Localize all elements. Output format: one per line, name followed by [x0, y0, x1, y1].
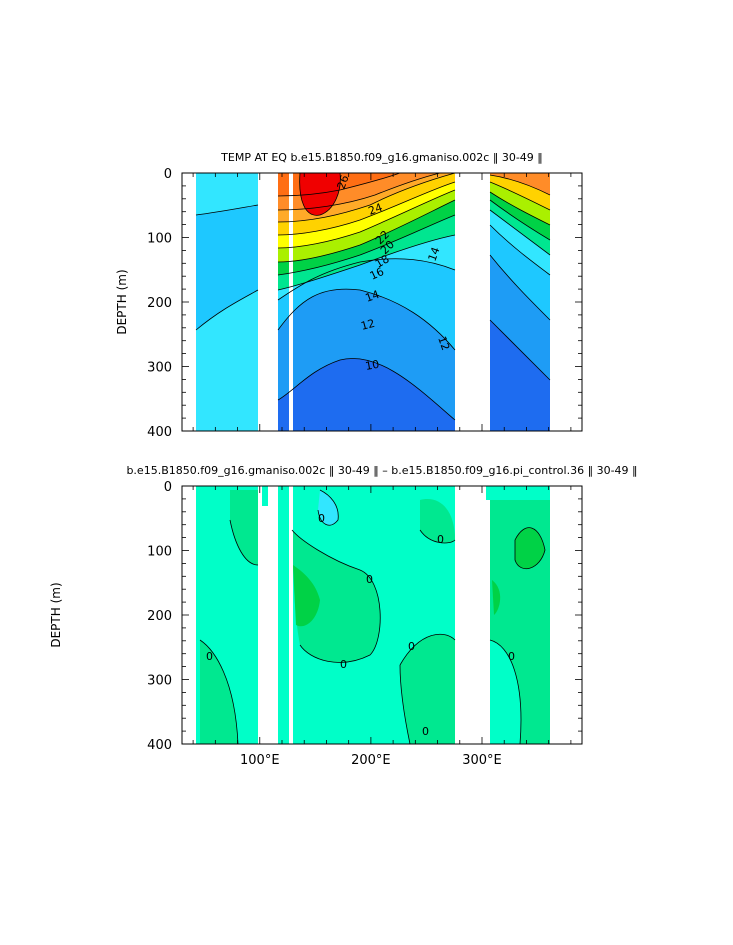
bottom-region-6d: [492, 580, 501, 615]
bottom-title: b.e15.B1850.f09_g16.gmaniso.002c ‖ 30-49…: [126, 464, 637, 477]
ytick-label-100: 100: [147, 232, 172, 247]
top-axis-ticks: [182, 172, 582, 432]
bottom-region-3: [292, 530, 381, 663]
ytick-label-0: 0: [164, 167, 172, 182]
bottom-region-2: [230, 490, 258, 565]
diff-contour-label-2: 0: [318, 512, 325, 525]
ytick-label-400: 400: [147, 738, 172, 753]
bottom-panel: b.e15.B1850.f09_g16.gmaniso.002c ‖ 30-49…: [49, 464, 638, 768]
bottom-field: 0 0 0 0 0 0 0 0: [182, 486, 582, 744]
top-land-mask-2: [289, 173, 293, 431]
ytick-label-0: 0: [164, 480, 172, 495]
xtick-label-200: 200°E: [351, 753, 391, 768]
xtick-label-300: 300°E: [462, 753, 502, 768]
top-land-mask-4: [550, 173, 582, 431]
contour-label-24: 24: [367, 201, 385, 218]
top-field: 26 24 22 20 18 16 14 14 12 12 10: [182, 173, 582, 431]
ytick-label-200: 200: [147, 609, 172, 624]
top-title: TEMP AT EQ b.e15.B1850.f09_g16.gmaniso.0…: [220, 151, 543, 164]
bottom-region-3b: [293, 565, 320, 627]
diff-contour-label-5: 0: [408, 640, 415, 653]
bottom-land-mask-1: [258, 486, 278, 744]
bottom-land-mask-2: [289, 486, 293, 744]
contour-label-12a: 12: [359, 317, 376, 333]
top-band-left-3: [196, 173, 258, 215]
contour-label-10: 10: [364, 358, 380, 373]
ytick-label-100: 100: [147, 545, 172, 560]
contour-label-14a: 14: [426, 245, 443, 263]
bottom-region-6b: [515, 527, 545, 569]
bottom-axis-ticks: [182, 485, 582, 745]
bottom-region-4: [420, 499, 455, 543]
top-land-mask-1: [258, 173, 278, 431]
ytick-label-200: 200: [147, 296, 172, 311]
top-ytick-labels: 0 100 200 300 400: [147, 167, 172, 440]
diff-contour-label-4: 0: [340, 658, 347, 671]
bottom-ytick-labels: 0 100 200 300 400: [147, 480, 172, 753]
bottom-land-top-1: [262, 486, 268, 506]
top-panel: TEMP AT EQ b.e15.B1850.f09_g16.gmaniso.0…: [115, 151, 583, 440]
top-band-right-26: [490, 173, 550, 195]
diff-contour-label-7: 0: [508, 650, 515, 663]
top-contours: [195, 173, 551, 421]
bottom-contour-labels: 0 0 0 0 0 0 0 0: [206, 512, 515, 738]
diff-contour-label-3: 0: [366, 573, 373, 586]
bottom-region-1: [200, 640, 238, 744]
contour-label-14b: 14: [364, 288, 382, 305]
bottom-land-mask-3: [455, 486, 490, 744]
top-ylabel: DEPTH (m): [115, 269, 129, 334]
bottom-region-6c: [490, 640, 521, 744]
bottom-region-7: [318, 490, 339, 526]
ytick-label-300: 300: [147, 674, 172, 689]
bottom-xtick-labels: 100°E 200°E 300°E: [240, 753, 502, 768]
diff-contour-label-8: 0: [437, 533, 444, 546]
contour-label-12b: 12: [435, 335, 452, 353]
bottom-ylabel: DEPTH (m): [49, 582, 63, 647]
bottom-region-5: [400, 634, 455, 744]
ytick-label-400: 400: [147, 425, 172, 440]
top-land-mask-3: [455, 173, 490, 431]
xtick-label-100: 100°E: [240, 753, 280, 768]
contour-label-26: 26: [335, 173, 352, 191]
bottom-land-mask-4: [550, 486, 582, 744]
diff-contour-label-1: 0: [206, 650, 213, 663]
bottom-land-top-2: [486, 486, 492, 500]
diff-contour-label-6: 0: [422, 725, 429, 738]
ytick-label-300: 300: [147, 361, 172, 376]
contour-label-16: 16: [368, 265, 386, 283]
contour-label-18: 18: [373, 252, 392, 270]
top-band-center-27: [299, 173, 341, 216]
